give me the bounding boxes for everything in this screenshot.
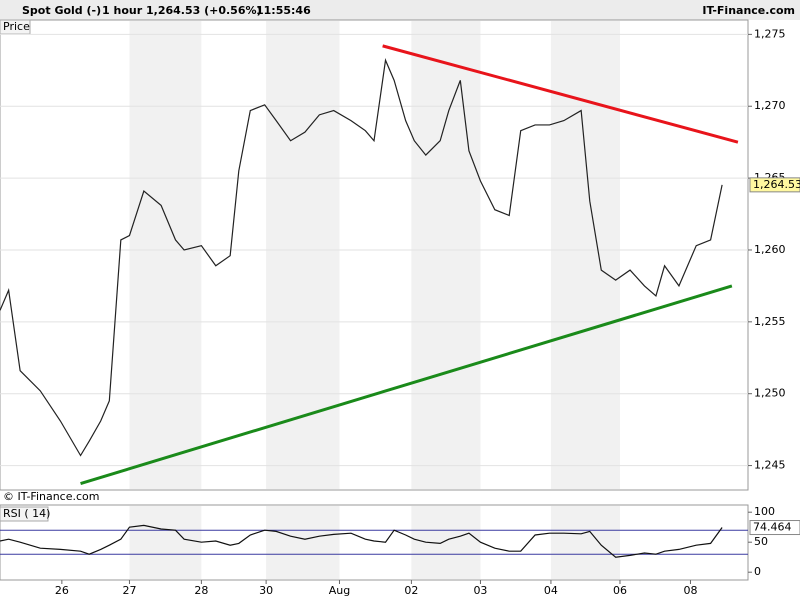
x-tick-label: 06	[613, 584, 627, 597]
header-bar	[0, 0, 800, 20]
y-tick-label: 1,260	[754, 243, 786, 256]
price-panel	[0, 19, 749, 491]
y-tick-label: 100	[754, 505, 775, 518]
day-bands	[129, 21, 620, 579]
day-band	[266, 506, 340, 579]
panel-label-box	[0, 506, 49, 522]
y-tick-label: 0	[754, 565, 761, 578]
price-panel-title: Price	[3, 20, 30, 33]
x-tick-label: 04	[544, 584, 558, 597]
x-tick-label: 27	[122, 584, 136, 597]
x-tick-label: 30	[259, 584, 273, 597]
trendline	[382, 44, 739, 144]
copyright: © IT-Finance.com	[3, 490, 100, 503]
day-band	[411, 21, 481, 489]
last-value-label: 1,264.53	[753, 178, 800, 191]
brand: IT-Finance.com	[702, 4, 795, 17]
y-tick-label: 1,250	[754, 387, 786, 400]
y-tick-label: 1,270	[754, 99, 786, 112]
instrument: Spot Gold (-)	[22, 4, 101, 17]
day-band	[411, 506, 481, 579]
series-line	[0, 58, 723, 457]
x-tick-label: 03	[473, 584, 487, 597]
rsi-panel-title: RSI ( 14)	[3, 507, 50, 520]
trendline	[80, 284, 733, 485]
last-value-box	[749, 520, 800, 536]
y-tick-label: 50	[754, 535, 768, 548]
x-tick-label: 02	[404, 584, 418, 597]
day-band	[550, 21, 620, 489]
quote: 1,264.53 (+0.56%)	[146, 4, 262, 17]
period: 1 hour	[102, 4, 143, 17]
day-band	[550, 506, 620, 579]
last-value-label: 74.464	[753, 521, 792, 534]
x-tick-label: Aug	[329, 584, 350, 597]
y-tick-label: 1,245	[754, 459, 786, 472]
x-tick-label: 08	[683, 584, 697, 597]
x-tick-label: 28	[194, 584, 208, 597]
day-band	[129, 21, 202, 489]
series-line	[0, 524, 723, 558]
x-tick-label: 26	[55, 584, 69, 597]
day-band	[129, 506, 202, 579]
y-tick-label: 1,255	[754, 315, 786, 328]
day-band	[266, 21, 340, 489]
y-tick-label: 1,275	[754, 27, 786, 40]
last-value-box	[749, 177, 800, 193]
time: 11:55:46	[256, 4, 311, 17]
rsi-panel	[0, 504, 749, 581]
